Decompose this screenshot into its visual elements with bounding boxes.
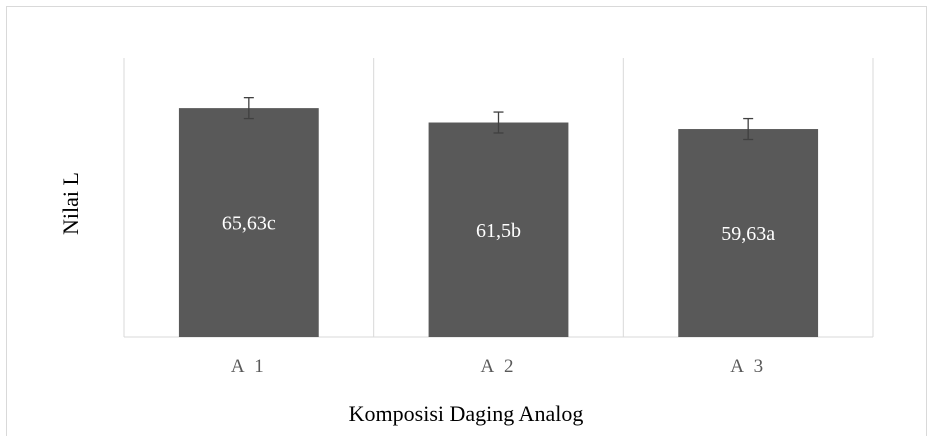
x-tick-label-a2: A 2 bbox=[481, 356, 517, 377]
x-axis-title: Komposisi Daging Analog bbox=[349, 401, 584, 426]
data-label-a1: 65,63c bbox=[222, 213, 276, 235]
data-label-a2: 61,5b bbox=[476, 220, 521, 242]
bar-a3 bbox=[678, 129, 819, 337]
y-axis-title: Nilai L bbox=[58, 172, 83, 235]
data-labels: 65,63c 61,5b 59,63a bbox=[222, 213, 775, 245]
bars bbox=[178, 108, 819, 337]
x-tick-label-a3: A 3 bbox=[730, 356, 766, 377]
error-bar-a2 bbox=[493, 111, 504, 134]
x-tick-label-a1: A 1 bbox=[231, 356, 267, 377]
bar-a1 bbox=[178, 108, 319, 337]
error-bar-a1 bbox=[243, 97, 254, 120]
bar-a2 bbox=[428, 122, 569, 337]
error-bars bbox=[243, 97, 754, 141]
data-label-a3: 59,63a bbox=[721, 223, 775, 245]
error-bar-a3 bbox=[743, 117, 754, 141]
tick-labels: A 1 A 2 A 3 bbox=[231, 356, 766, 377]
